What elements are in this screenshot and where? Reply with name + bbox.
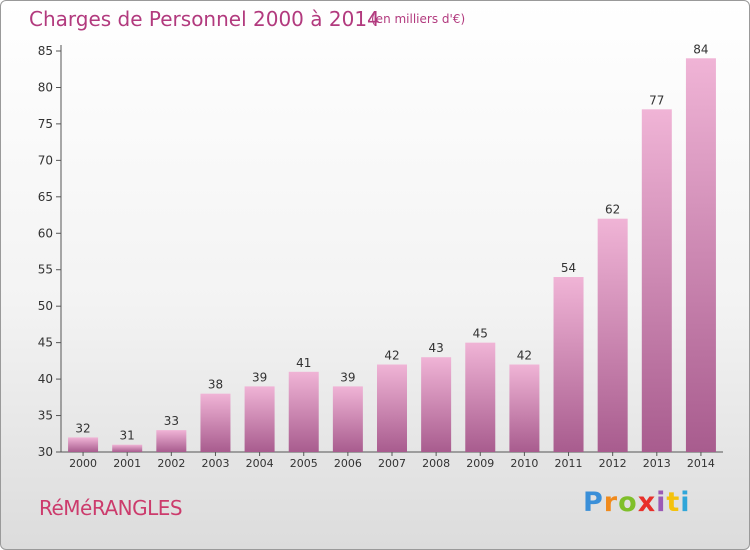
- bar: [465, 342, 496, 452]
- bar: [200, 393, 231, 452]
- x-tick-label: 2012: [599, 457, 627, 470]
- bar-value-label: 39: [340, 370, 355, 384]
- logo-letter: x: [637, 487, 657, 518]
- logo-letter: r: [603, 487, 619, 518]
- x-tick-label: 2002: [157, 457, 185, 470]
- logo-letter: P: [583, 487, 604, 518]
- y-tick-label: 30: [38, 445, 53, 459]
- chart-subtitle: (en milliers d'€): [371, 12, 466, 26]
- bar: [244, 386, 275, 452]
- x-tick-label: 2003: [201, 457, 229, 470]
- bar-value-label: 54: [561, 261, 576, 275]
- y-tick-label: 80: [38, 80, 53, 94]
- bar-value-label: 77: [649, 93, 664, 107]
- bar-value-label: 42: [384, 349, 399, 363]
- bar-value-label: 31: [120, 429, 135, 443]
- y-tick-label: 45: [38, 336, 53, 350]
- bar: [377, 364, 407, 452]
- x-tick-label: 2004: [246, 457, 274, 470]
- bar: [112, 444, 143, 452]
- bar-value-label: 84: [693, 42, 708, 56]
- x-tick-label: 2000: [69, 457, 97, 470]
- chart-title: Charges de Personnel 2000 à 2014: [29, 7, 380, 31]
- bar-value-label: 32: [75, 421, 90, 435]
- x-tick-label: 2010: [510, 457, 538, 470]
- x-tick-label: 2007: [378, 457, 406, 470]
- bar: [288, 371, 319, 452]
- bar: [597, 218, 628, 452]
- bar-value-label: 39: [252, 370, 267, 384]
- y-tick-label: 35: [38, 409, 53, 423]
- y-tick-label: 40: [38, 372, 53, 386]
- x-tick-label: 2006: [334, 457, 362, 470]
- logo-letter: t: [666, 487, 681, 518]
- proxiti-logo[interactable]: Proxiti: [583, 487, 691, 518]
- x-tick-label: 2008: [422, 457, 450, 470]
- bar-value-label: 43: [428, 341, 443, 355]
- y-tick-label: 75: [38, 117, 53, 131]
- x-tick-label: 2013: [643, 457, 671, 470]
- bar: [421, 357, 452, 452]
- bar-value-label: 33: [164, 414, 179, 428]
- bar: [509, 364, 540, 452]
- bar-value-label: 42: [517, 349, 532, 363]
- x-tick-label: 2011: [555, 457, 583, 470]
- bar: [68, 437, 99, 452]
- y-tick-label: 85: [38, 44, 53, 58]
- bar-value-label: 62: [605, 203, 620, 217]
- logo-letter: i: [656, 487, 667, 518]
- commune-name: RéMéRANGLES: [39, 496, 183, 520]
- bar-value-label: 45: [473, 327, 488, 341]
- x-tick-label: 2014: [687, 457, 715, 470]
- logo-letter: o: [618, 487, 638, 518]
- bar: [553, 277, 584, 452]
- bar: [641, 109, 672, 452]
- bar-value-label: 41: [296, 356, 311, 370]
- y-tick-label: 60: [38, 226, 53, 240]
- y-tick-label: 55: [38, 263, 53, 277]
- x-tick-label: 2005: [290, 457, 318, 470]
- y-tick-label: 65: [38, 190, 53, 204]
- x-tick-label: 2009: [466, 457, 494, 470]
- bar-value-label: 38: [208, 378, 223, 392]
- y-tick-label: 50: [38, 299, 53, 313]
- bar: [685, 58, 716, 453]
- bar: [156, 430, 187, 452]
- bar: [332, 386, 363, 452]
- y-tick-label: 70: [38, 153, 53, 167]
- x-tick-label: 2001: [113, 457, 141, 470]
- logo-letter: i: [680, 487, 691, 518]
